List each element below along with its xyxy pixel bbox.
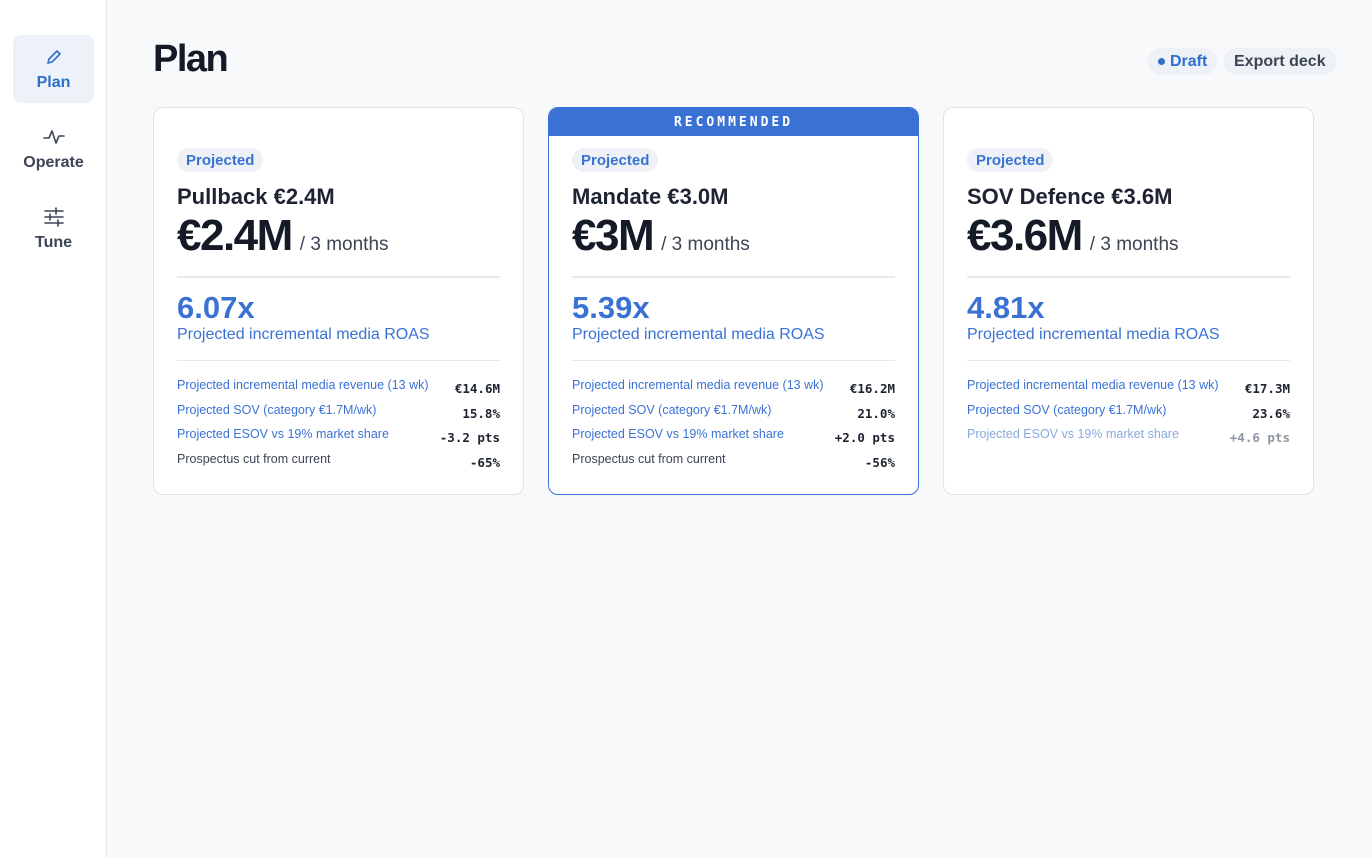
roas-value: 5.39x xyxy=(572,290,650,325)
divider xyxy=(177,360,500,361)
metric-value: +2.0 pts xyxy=(834,430,895,445)
card-price: €3M xyxy=(572,211,655,260)
metric-row: Prospectus cut from current -56% xyxy=(572,452,895,477)
card-price: €2.4M xyxy=(177,211,293,260)
price-row: €3.6M / 3 months xyxy=(967,211,1179,261)
metric-value: -65% xyxy=(469,454,500,470)
metric-label: Projected ESOV vs 19% market share xyxy=(572,427,784,441)
export-deck-button[interactable]: Export deck xyxy=(1224,48,1336,75)
card-title: Mandate €3.0M xyxy=(572,184,729,209)
metric-row: Projected ESOV vs 19% market share +2.0 … xyxy=(572,427,895,452)
price-row: €3M / 3 months xyxy=(572,211,750,261)
divider xyxy=(572,276,895,278)
recommended-banner: RECOMMENDED xyxy=(549,108,918,136)
sidebar-item-label: Tune xyxy=(34,234,73,251)
roas-value: 4.81x xyxy=(967,290,1045,325)
projected-pill: Projected xyxy=(967,148,1054,172)
metric-value: €16.2M xyxy=(849,381,895,396)
metric-row: Projected incremental media revenue (13 … xyxy=(967,378,1290,403)
divider xyxy=(967,360,1290,361)
plan-card-mandate[interactable]: RECOMMENDED Projected Mandate €3.0M €3M … xyxy=(548,107,919,495)
projected-pill: Projected xyxy=(177,148,264,172)
roas-label: Projected incremental media ROAS xyxy=(967,326,1220,343)
status-label: Draft xyxy=(1170,52,1208,70)
sliders-icon xyxy=(43,206,65,228)
divider xyxy=(572,360,895,361)
metric-label: Projected ESOV vs 19% market share xyxy=(967,427,1179,441)
metric-value: +4.6 pts xyxy=(1229,430,1290,445)
metric-value: 23.6% xyxy=(1252,405,1290,421)
card-period: / 3 months xyxy=(1089,234,1179,255)
card-title: SOV Defence €3.6M xyxy=(967,184,1173,209)
metric-label: Projected incremental media revenue (13 … xyxy=(177,378,429,392)
metric-row: Projected ESOV vs 19% market share +4.6 … xyxy=(967,427,1290,452)
card-period: / 3 months xyxy=(661,234,750,255)
sidebar-item-label: Plan xyxy=(36,74,71,91)
sidebar-item-label: Operate xyxy=(23,154,84,171)
metric-value: -56% xyxy=(864,454,895,470)
card-title: Pullback €2.4M xyxy=(177,184,335,209)
metric-label: Projected SOV (category €1.7M/wk) xyxy=(572,402,772,417)
roas-value: 6.07x xyxy=(177,290,255,325)
metric-value: €17.3M xyxy=(1244,381,1290,396)
metrics-list: Projected incremental media revenue (13 … xyxy=(572,378,895,476)
metric-value: -3.2 pts xyxy=(439,430,500,445)
metric-row: Prospectus cut from current -65% xyxy=(177,452,500,477)
card-price: €3.6M xyxy=(967,211,1083,260)
metric-row: Projected SOV (category €1.7M/wk) 21.0% xyxy=(572,403,895,428)
divider xyxy=(967,276,1290,278)
price-row: €2.4M / 3 months xyxy=(177,211,389,261)
metric-label: Projected incremental media revenue (13 … xyxy=(967,378,1219,392)
status-dot-icon xyxy=(1158,58,1165,65)
metric-row: Projected incremental media revenue (13 … xyxy=(177,378,500,403)
metric-row: Projected SOV (category €1.7M/wk) 23.6% xyxy=(967,403,1290,428)
divider xyxy=(177,276,500,278)
sidebar-item-plan[interactable]: Plan xyxy=(13,35,94,103)
sidebar-item-operate[interactable]: Operate xyxy=(13,115,94,183)
sidebar: Plan Operate Tune xyxy=(0,0,107,858)
sidebar-item-tune[interactable]: Tune xyxy=(13,195,94,263)
metric-value: €14.6M xyxy=(454,381,500,396)
page-title: Plan xyxy=(153,38,229,80)
metrics-list: Projected incremental media revenue (13 … xyxy=(967,378,1290,452)
metric-label: Prospectus cut from current xyxy=(572,451,726,466)
metric-label: Projected incremental media revenue (13 … xyxy=(572,378,824,392)
metric-value: 15.8% xyxy=(462,405,500,421)
roas-label: Projected incremental media ROAS xyxy=(572,326,825,343)
metric-label: Projected SOV (category €1.7M/wk) xyxy=(177,402,377,417)
projected-pill: Projected xyxy=(572,148,659,172)
metric-label: Prospectus cut from current xyxy=(177,451,331,466)
metric-row: Projected ESOV vs 19% market share -3.2 … xyxy=(177,427,500,452)
roas-label: Projected incremental media ROAS xyxy=(177,326,430,343)
pencil-icon xyxy=(43,46,65,68)
status-badge: Draft xyxy=(1148,48,1218,75)
metric-label: Projected ESOV vs 19% market share xyxy=(177,427,389,441)
metric-value: 21.0% xyxy=(857,405,895,421)
plan-card-sov-defence[interactable]: Projected SOV Defence €3.6M €3.6M / 3 mo… xyxy=(943,107,1314,495)
metric-row: Projected SOV (category €1.7M/wk) 15.8% xyxy=(177,403,500,428)
card-period: / 3 months xyxy=(299,234,389,255)
metric-row: Projected incremental media revenue (13 … xyxy=(572,378,895,403)
metric-label: Projected SOV (category €1.7M/wk) xyxy=(967,402,1167,417)
pulse-icon xyxy=(42,126,65,148)
metrics-list: Projected incremental media revenue (13 … xyxy=(177,378,500,476)
plan-card-pullback[interactable]: Projected Pullback €2.4M €2.4M / 3 month… xyxy=(153,107,524,495)
